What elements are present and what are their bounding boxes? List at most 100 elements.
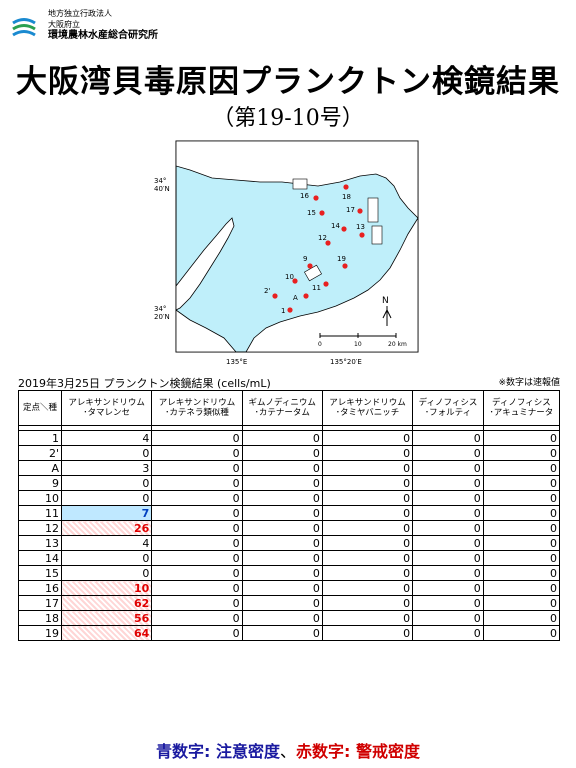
station-label: 13: [356, 223, 365, 231]
density-cell: 0: [60, 445, 153, 461]
density-cell: 0: [60, 475, 153, 491]
station-cell: 14: [18, 550, 62, 566]
density-cell: 0: [412, 625, 484, 641]
institute-logo-icon: [12, 18, 36, 37]
density-cell: 0: [60, 490, 153, 506]
density-cell: 0: [60, 550, 153, 566]
density-cell: 7: [60, 505, 153, 521]
density-cell: 0: [321, 505, 414, 521]
density-cell: 0: [482, 580, 561, 596]
col-header: アレキサンドリウム ･タミヤバニッチ: [321, 390, 414, 426]
density-cell: 0: [412, 550, 484, 566]
density-cell: 0: [412, 610, 484, 626]
station-label: 19: [337, 255, 346, 263]
density-cell: 0: [321, 475, 414, 491]
density-cell: 0: [482, 595, 561, 611]
col-header: ギムノディニウム ･カテナータム: [241, 390, 323, 426]
density-cell: 0: [241, 505, 323, 521]
density-legend: 青数字: 注意密度、赤数字: 警戒密度: [155, 742, 420, 761]
density-cell: 0: [151, 580, 243, 596]
density-cell: 26: [60, 520, 153, 536]
density-cell: 0: [151, 535, 243, 551]
station-marker: [341, 226, 347, 232]
station-cell: 9: [18, 475, 62, 491]
density-cell: 0: [241, 625, 323, 641]
lon-left-label: 135°E: [226, 358, 247, 366]
density-cell: 4: [60, 430, 153, 446]
station-marker: [313, 195, 319, 201]
density-cell: 0: [60, 565, 153, 581]
station-marker: [325, 240, 331, 246]
station-label: 15: [307, 209, 316, 217]
density-cell: 0: [151, 430, 243, 446]
station-label: 1: [281, 307, 285, 315]
density-cell: 0: [482, 610, 561, 626]
station-marker: [342, 263, 348, 269]
station-label: 11: [312, 284, 321, 292]
density-cell: 56: [60, 610, 153, 626]
density-cell: 0: [482, 535, 561, 551]
station-marker: [359, 232, 365, 238]
density-cell: 0: [321, 625, 414, 641]
southern-coast: [245, 216, 419, 353]
density-cell: 0: [151, 595, 243, 611]
density-cell: 0: [482, 565, 561, 581]
station-label: 17: [346, 206, 355, 214]
station-cell: 19: [18, 625, 62, 641]
density-cell: 0: [241, 565, 323, 581]
density-cell: 0: [241, 580, 323, 596]
col-header: アレキサンドリウム ･カテネラ類似種: [151, 390, 243, 426]
org-line-1: 地方独立行政法人: [48, 9, 112, 18]
col-header: アレキサンドリウム ･タマレンセ: [60, 390, 153, 426]
station-cell: 10: [18, 490, 62, 506]
caution-legend-label: 青数字: [155, 742, 204, 761]
density-cell: 0: [321, 535, 414, 551]
density-cell: 0: [412, 490, 484, 506]
station-label: 14: [331, 222, 340, 230]
density-cell: 0: [412, 460, 484, 476]
density-cell: 0: [321, 430, 414, 446]
station-cell: 17: [18, 595, 62, 611]
station-marker: [303, 293, 309, 299]
station-markers: 16 18 15 17 14 13 12 9 19 10 11 2' A1: [264, 184, 365, 315]
north-arrow-icon: [382, 306, 392, 326]
density-cell: 0: [412, 580, 484, 596]
osaka-bay-map: 34° 40′N 34° 20′N 135°E 135°20′E N 0 10 …: [150, 138, 440, 370]
station-cell: 1: [18, 430, 62, 446]
density-cell: 0: [321, 565, 414, 581]
density-cell: 10: [60, 580, 153, 596]
plankton-table: 定点＼種 アレキサンドリウム ･タマレンセ アレキサンドリウム ･カテネラ類似種 ギ…: [18, 390, 561, 641]
table-row: 19 64 0 0 0 0 0: [18, 625, 561, 641]
density-cell: 0: [321, 610, 414, 626]
station-marker: [343, 184, 349, 190]
density-cell: 0: [241, 610, 323, 626]
preliminary-note: ※数字は速報値: [498, 378, 560, 388]
station-cell: 2': [18, 445, 62, 461]
org-line-3: 環境農林水産総合研究所: [48, 30, 158, 41]
station-cell: 11: [18, 505, 62, 521]
lon-right-label: 135°20′E: [330, 358, 362, 366]
density-cell: 0: [151, 625, 243, 641]
station-label: A: [293, 294, 298, 302]
col-header: ディノフィシス ･アキュミナータ: [482, 390, 561, 426]
table-header-row: 定点＼種 アレキサンドリウム ･タマレンセ アレキサンドリウム ･カテネラ類似種 ギ…: [18, 390, 561, 426]
density-cell: 0: [321, 595, 414, 611]
density-cell: 3: [60, 460, 153, 476]
lat-top-label: 34°: [154, 177, 166, 185]
station-label: 12: [318, 234, 327, 242]
density-cell: 0: [482, 445, 561, 461]
density-cell: 0: [412, 475, 484, 491]
svg-text:20 km: 20 km: [388, 341, 407, 348]
density-cell: 0: [241, 595, 323, 611]
station-label: 2': [264, 287, 270, 295]
density-cell: 0: [321, 445, 414, 461]
station-marker: [323, 281, 329, 287]
station-cell: 15: [18, 565, 62, 581]
map-svg: 34° 40′N 34° 20′N 135°E 135°20′E N 0 10 …: [154, 140, 419, 366]
org-line-2: 大阪府立: [48, 20, 80, 29]
table-row: 14 0 0 0 0 0 0: [18, 550, 561, 566]
density-cell: 0: [151, 520, 243, 536]
station-marker: [307, 263, 313, 269]
density-cell: 0: [151, 460, 243, 476]
